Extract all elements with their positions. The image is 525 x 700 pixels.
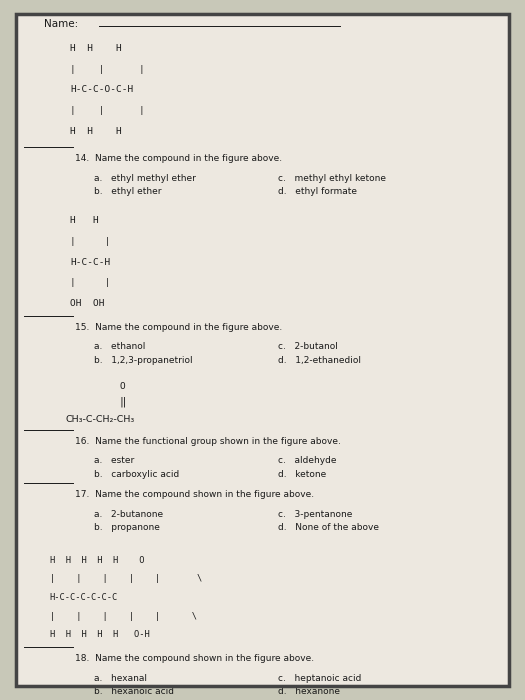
Text: 15.  Name the compound in the figure above.: 15. Name the compound in the figure abov… [76,323,283,332]
Text: CH₃-C-CH₂-CH₃: CH₃-C-CH₂-CH₃ [65,414,134,424]
Text: b.   propanone: b. propanone [93,524,160,533]
Text: d.   ketone: d. ketone [278,470,327,479]
Text: OH  OH: OH OH [70,299,105,308]
Text: d.   1,2-ethanediol: d. 1,2-ethanediol [278,356,361,365]
Text: H  H  H  H  H    O: H H H H H O [49,556,144,565]
Text: b.   1,2,3-propanetriol: b. 1,2,3-propanetriol [93,356,192,365]
Text: d.   hexanone: d. hexanone [278,687,340,696]
Text: 14.  Name the compound in the figure above.: 14. Name the compound in the figure abov… [76,154,282,163]
Text: 16.  Name the functional group shown in the figure above.: 16. Name the functional group shown in t… [76,437,341,446]
Text: H-C-C-O-C-H: H-C-C-O-C-H [70,85,133,94]
Text: d.   None of the above: d. None of the above [278,524,379,533]
Text: a.   2-butanone: a. 2-butanone [93,510,163,519]
Text: H-C-C-C-C-C-C: H-C-C-C-C-C-C [49,593,118,602]
Text: b.   hexanoic acid: b. hexanoic acid [93,687,174,696]
Text: O: O [120,382,125,391]
Text: a.   hexanal: a. hexanal [93,673,146,682]
Text: H-C-C-H: H-C-C-H [70,258,111,267]
Text: H  H  H  H  H   O-H: H H H H H O-H [49,630,149,639]
Text: ‖: ‖ [120,397,126,407]
Text: |    |      |: | | | [70,65,145,74]
Text: b.   carboxylic acid: b. carboxylic acid [93,470,179,479]
Text: H  H    H: H H H [70,127,122,136]
Text: 18.  Name the compound shown in the figure above.: 18. Name the compound shown in the figur… [76,654,314,664]
Text: b.   ethyl ether: b. ethyl ether [93,188,161,196]
Text: a.   ethyl methyl ether: a. ethyl methyl ether [93,174,195,183]
Text: |     |: | | [70,237,111,246]
Text: c.   heptanoic acid: c. heptanoic acid [278,673,361,682]
Text: d.   ethyl formate: d. ethyl formate [278,188,357,196]
Text: |    |    |    |    |       \: | | | | | \ [49,575,202,583]
Text: c.   3-pentanone: c. 3-pentanone [278,510,352,519]
Text: |    |    |    |    |      \: | | | | | \ [49,612,196,621]
Text: a.   ester: a. ester [93,456,134,465]
Text: |    |      |: | | | [70,106,145,115]
Text: c.   methyl ethyl ketone: c. methyl ethyl ketone [278,174,386,183]
Text: c.   aldehyde: c. aldehyde [278,456,337,465]
Text: c.   2-butanol: c. 2-butanol [278,342,338,351]
Text: H  H    H: H H H [70,44,122,53]
Text: a.   ethanol: a. ethanol [93,342,145,351]
Text: Name:: Name: [44,19,79,29]
Text: H   H: H H [70,216,99,225]
Text: |     |: | | [70,278,111,287]
Text: 17.  Name the compound shown in the figure above.: 17. Name the compound shown in the figur… [76,491,314,499]
